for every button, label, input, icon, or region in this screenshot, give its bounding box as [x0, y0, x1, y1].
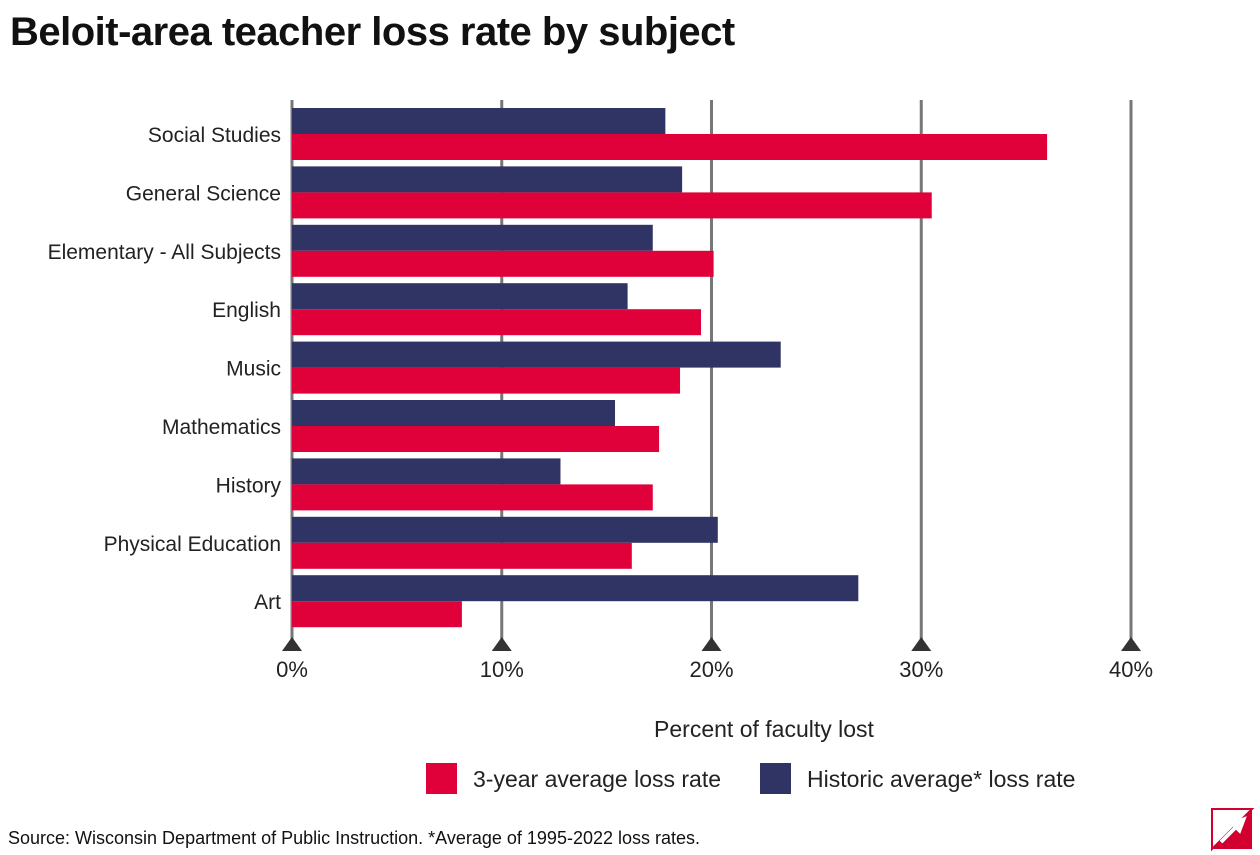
x-tick-label: 40% [1109, 657, 1153, 682]
bar-historic [292, 575, 859, 602]
bar-three-year [292, 601, 462, 628]
bar-historic [292, 224, 653, 251]
y-category-label: General Science [126, 182, 281, 205]
x-tick-label: 0% [276, 657, 308, 682]
source-note: Source: Wisconsin Department of Public I… [8, 828, 701, 848]
tick-marker [491, 637, 512, 651]
tick-marker [282, 637, 302, 651]
legend-label: Historic average* loss rate [807, 766, 1075, 792]
legend-swatch [426, 763, 457, 794]
bar-historic [292, 283, 628, 310]
bar-chart: 0% 10% 20% 30% 40% Social Studies General Scie… [48, 100, 1153, 794]
y-category-label: Mathematics [162, 416, 281, 439]
bar-historic [292, 166, 683, 193]
bar-three-year [292, 542, 632, 569]
y-category-label: Music [226, 358, 281, 381]
bar-historic [292, 516, 718, 543]
tick-marker [1121, 637, 1141, 651]
tick-marker [911, 637, 932, 651]
bar-three-year [292, 250, 714, 277]
bar-three-year [292, 484, 653, 511]
x-tick-label: 10% [480, 657, 524, 682]
chart-title: Beloit-area teacher loss rate by subject [10, 10, 735, 54]
bar-historic [292, 458, 561, 485]
x-tick-label: 30% [899, 657, 943, 682]
y-category-label: Social Studies [148, 124, 281, 147]
legend-swatch [760, 763, 791, 794]
x-tick-label: 20% [689, 657, 733, 682]
bar-historic [292, 108, 666, 134]
legend-label: 3-year average loss rate [473, 766, 721, 792]
y-category-label: Elementary - All Subjects [48, 241, 281, 264]
bar-three-year [292, 426, 660, 452]
y-category-label: Physical Education [104, 533, 281, 556]
bar-three-year [292, 134, 1048, 160]
bar-historic [292, 341, 781, 368]
y-category-label: History [216, 474, 282, 497]
bar-historic [292, 400, 616, 426]
tick-marker [701, 637, 722, 651]
x-axis-title: Percent of faculty lost [654, 716, 874, 742]
logo-icon [1208, 805, 1256, 853]
bar-three-year [292, 192, 932, 219]
bar-three-year [292, 309, 702, 336]
y-category-label: English [212, 299, 281, 322]
y-category-label: Art [254, 591, 281, 614]
bar-three-year [292, 367, 681, 394]
